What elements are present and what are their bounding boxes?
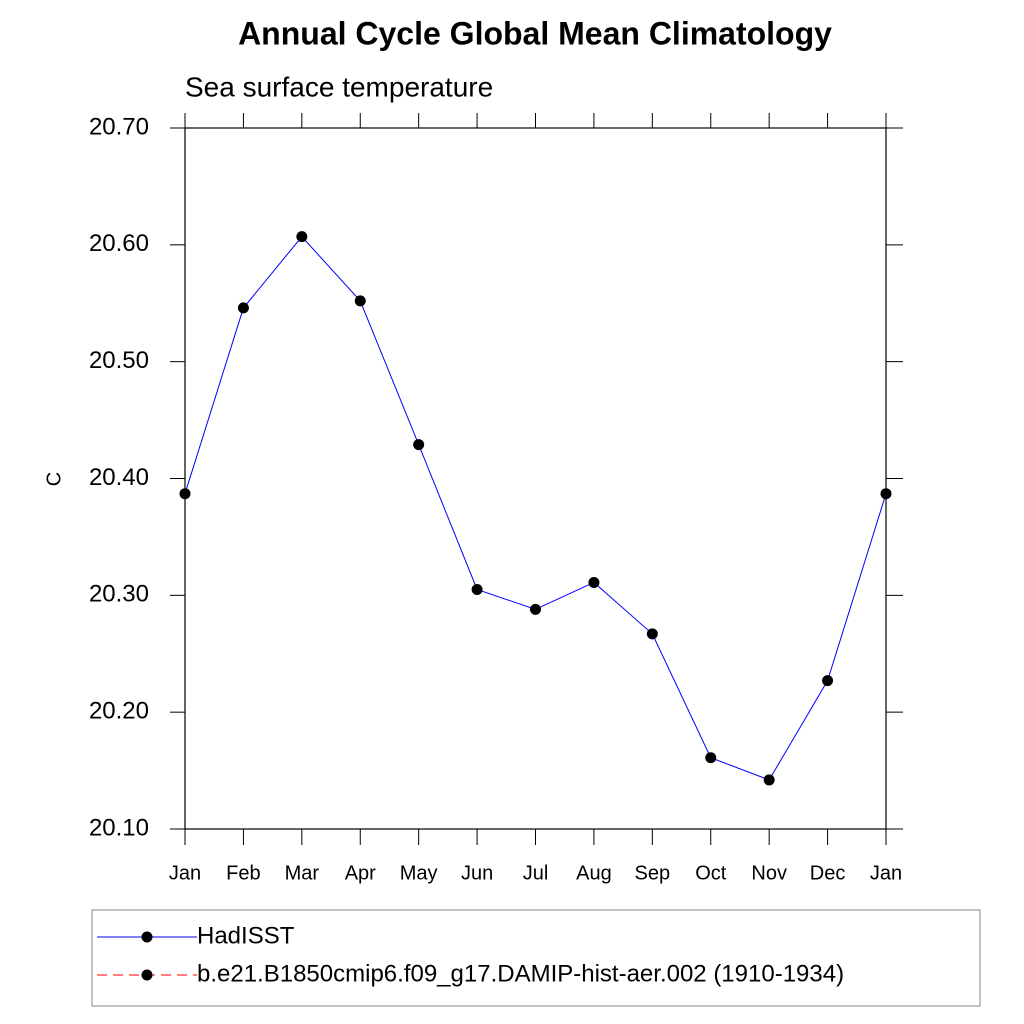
data-point xyxy=(296,231,308,243)
plot-frame xyxy=(184,127,887,830)
x-tick-label: Apr xyxy=(345,862,376,884)
x-tick-label: Oct xyxy=(695,862,727,884)
data-point xyxy=(646,628,658,640)
x-tick-label: Mar xyxy=(285,862,320,884)
legend-box xyxy=(91,909,981,1007)
y-tick-label: 20.50 xyxy=(89,347,149,374)
data-point xyxy=(588,576,600,588)
data-point xyxy=(179,488,191,500)
x-tick-label: Nov xyxy=(751,862,787,884)
y-axis-label: C xyxy=(43,472,65,486)
x-tick-label: Jun xyxy=(461,862,493,884)
x-tick-label: Dec xyxy=(810,862,846,884)
data-point xyxy=(763,774,775,786)
x-tick-label: Aug xyxy=(576,862,612,884)
x-tick-label: Jul xyxy=(523,862,549,884)
chart-subtitle: Sea surface temperature xyxy=(185,71,493,102)
data-point xyxy=(237,302,249,314)
x-tick-label: Sep xyxy=(635,862,671,884)
legend-label: HadISST xyxy=(197,922,295,949)
y-tick-label: 20.20 xyxy=(89,698,149,725)
x-tick-label: Jan xyxy=(169,862,201,884)
x-tick-label: May xyxy=(400,862,438,884)
data-point xyxy=(413,439,425,451)
legend-marker xyxy=(141,969,153,981)
y-tick-label: 20.10 xyxy=(89,814,149,841)
y-tick-label: 20.70 xyxy=(89,113,149,140)
x-tick-label: Jan xyxy=(870,862,902,884)
y-tick-label: 20.30 xyxy=(89,581,149,608)
x-tick-label: Feb xyxy=(226,862,260,884)
data-point xyxy=(530,603,541,615)
data-point xyxy=(822,675,834,687)
y-tick-label: 20.60 xyxy=(89,230,149,257)
data-point xyxy=(880,488,892,500)
data-point xyxy=(705,752,717,764)
y-tick-label: 20.40 xyxy=(89,464,149,491)
legend-marker xyxy=(141,931,153,943)
chart-title: Annual Cycle Global Mean Climatology xyxy=(238,15,832,51)
data-point xyxy=(471,583,483,595)
legend-label: b.e21.B1850cmip6.f09_g17.DAMIP-hist-aer.… xyxy=(197,960,844,987)
series-line xyxy=(184,235,887,781)
data-point xyxy=(354,295,366,307)
